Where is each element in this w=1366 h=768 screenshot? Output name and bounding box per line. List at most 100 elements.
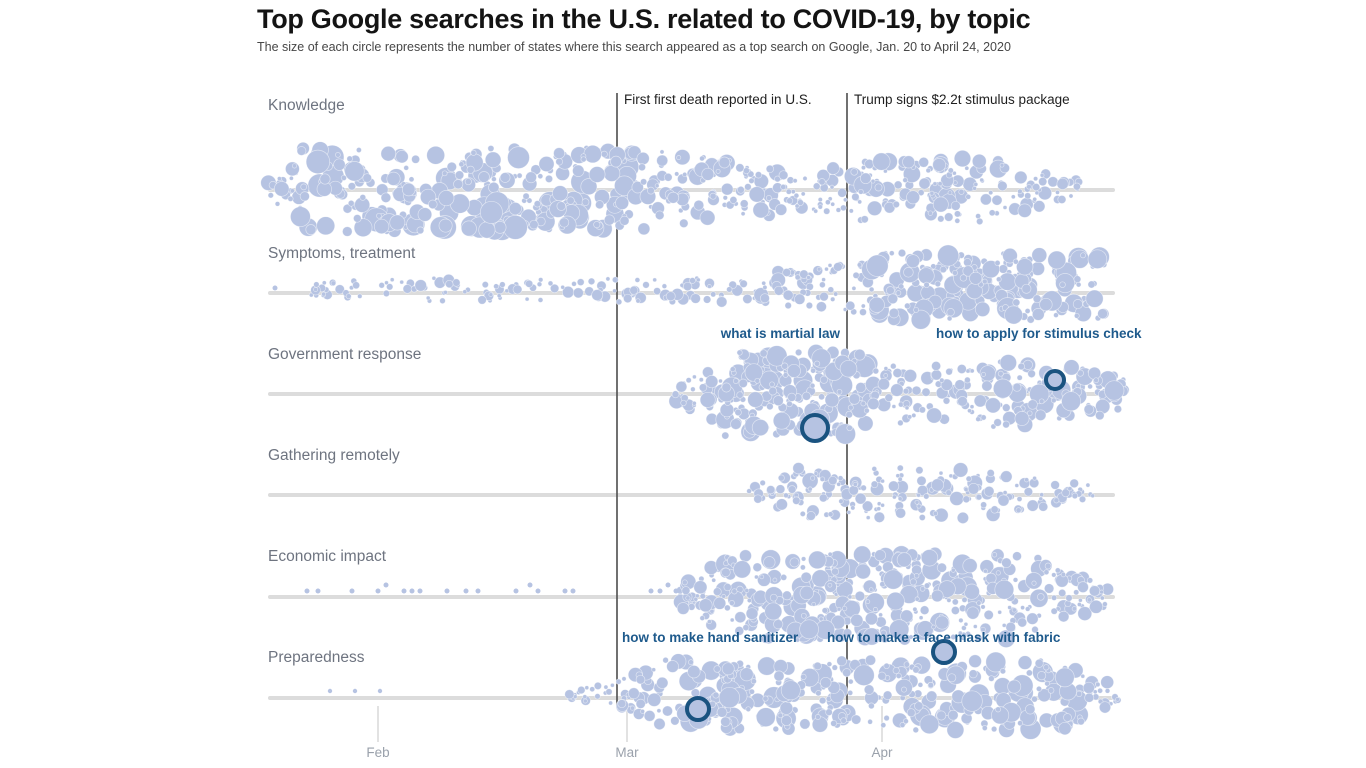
search-term-circle[interactable] [912, 726, 920, 734]
search-term-circle[interactable] [359, 194, 367, 201]
search-term-circle[interactable] [1024, 606, 1031, 612]
search-term-circle[interactable] [969, 271, 983, 285]
search-term-circle[interactable] [880, 502, 885, 508]
search-term-circle[interactable] [858, 188, 864, 195]
search-term-circle[interactable] [903, 369, 918, 383]
search-term-circle[interactable] [716, 296, 728, 308]
search-term-circle[interactable] [919, 605, 930, 615]
search-term-circle[interactable] [995, 276, 1002, 283]
search-term-circle[interactable] [711, 577, 717, 583]
search-term-circle[interactable] [272, 285, 278, 291]
search-term-circle[interactable] [718, 156, 731, 169]
search-term-circle[interactable] [990, 505, 999, 514]
search-term-circle[interactable] [760, 634, 771, 644]
search-term-circle[interactable] [860, 484, 867, 492]
search-term-circle[interactable] [582, 698, 588, 704]
search-term-circle[interactable] [914, 499, 920, 505]
search-term-circle[interactable] [1077, 717, 1085, 726]
search-term-circle[interactable] [817, 197, 823, 203]
search-term-circle[interactable] [470, 149, 477, 156]
search-term-circle[interactable] [867, 718, 873, 725]
search-term-circle[interactable] [944, 212, 954, 222]
search-term-circle[interactable] [445, 279, 454, 289]
search-term-circle[interactable] [851, 285, 857, 291]
search-term-circle[interactable] [386, 283, 394, 291]
search-term-circle[interactable] [818, 616, 824, 622]
search-term-circle[interactable] [1090, 493, 1096, 499]
search-term-circle[interactable] [705, 375, 719, 389]
search-term-circle[interactable] [754, 377, 761, 384]
search-term-circle[interactable] [913, 306, 920, 313]
search-term-circle[interactable] [699, 155, 705, 162]
search-term-circle[interactable] [794, 637, 801, 643]
search-term-circle[interactable] [403, 165, 410, 171]
search-term-circle[interactable] [701, 167, 715, 181]
search-term-circle[interactable] [682, 171, 688, 178]
search-term-circle[interactable] [399, 279, 405, 285]
search-term-circle[interactable] [898, 283, 905, 290]
search-term-circle[interactable] [912, 666, 920, 674]
search-term-circle[interactable] [1055, 189, 1060, 195]
search-term-circle[interactable] [759, 574, 765, 580]
search-term-circle[interactable] [835, 207, 842, 213]
search-term-circle[interactable] [936, 562, 947, 573]
search-term-circle[interactable] [1085, 289, 1104, 308]
search-term-circle[interactable] [934, 280, 942, 288]
search-term-circle[interactable] [729, 366, 736, 373]
search-term-circle[interactable] [781, 362, 789, 370]
search-term-circle[interactable] [975, 416, 981, 422]
search-term-circle[interactable] [653, 287, 662, 296]
search-term-circle[interactable] [1031, 695, 1038, 703]
search-term-circle[interactable] [870, 480, 879, 489]
search-term-circle[interactable] [837, 475, 844, 482]
search-term-circle[interactable] [733, 560, 752, 579]
search-term-circle[interactable] [454, 170, 465, 180]
search-term-circle[interactable] [792, 178, 798, 184]
search-term-circle[interactable] [702, 295, 712, 304]
search-term-circle[interactable] [765, 195, 772, 201]
search-term-circle[interactable] [956, 364, 967, 374]
search-term-circle[interactable] [300, 183, 308, 191]
search-term-circle[interactable] [291, 163, 298, 169]
search-term-circle[interactable] [914, 596, 920, 602]
search-term-circle[interactable] [721, 382, 732, 393]
search-term-circle[interactable] [692, 374, 697, 380]
search-term-circle[interactable] [877, 671, 887, 681]
search-term-circle[interactable] [1053, 312, 1059, 318]
search-term-circle[interactable] [937, 244, 960, 267]
search-term-circle[interactable] [503, 215, 528, 240]
search-term-circle[interactable] [1014, 411, 1030, 426]
search-term-circle[interactable] [859, 172, 872, 185]
search-term-circle[interactable] [699, 615, 706, 621]
search-term-circle[interactable] [826, 161, 840, 175]
search-term-circle[interactable] [1068, 193, 1074, 199]
search-term-circle[interactable] [947, 190, 953, 196]
search-term-circle[interactable] [744, 183, 752, 191]
search-term-circle[interactable] [963, 258, 972, 267]
search-term-circle[interactable] [389, 214, 406, 231]
search-term-circle[interactable] [1084, 692, 1095, 703]
search-term-circle[interactable] [931, 624, 936, 630]
search-term-circle[interactable] [464, 178, 472, 186]
search-term-circle[interactable] [954, 217, 961, 224]
search-term-circle[interactable] [847, 678, 854, 685]
search-term-circle[interactable] [739, 199, 749, 209]
search-term-circle[interactable] [748, 186, 766, 203]
search-term-circle[interactable] [1032, 196, 1038, 202]
search-term-circle[interactable] [806, 275, 811, 280]
search-term-circle[interactable] [1033, 176, 1039, 182]
search-term-circle[interactable] [425, 295, 431, 301]
search-term-circle[interactable] [890, 383, 904, 397]
search-term-circle[interactable] [1032, 183, 1041, 192]
search-term-circle[interactable] [762, 284, 768, 290]
search-term-circle[interactable] [552, 185, 569, 202]
search-term-circle[interactable] [693, 580, 708, 595]
search-term-circle[interactable] [818, 178, 826, 186]
search-term-circle[interactable] [1102, 601, 1108, 607]
search-term-circle[interactable] [1014, 170, 1028, 185]
search-term-circle[interactable] [866, 200, 883, 216]
search-term-circle[interactable] [735, 163, 745, 173]
search-term-circle[interactable] [757, 656, 777, 676]
search-term-circle[interactable] [377, 688, 383, 694]
search-term-circle[interactable] [945, 367, 953, 376]
